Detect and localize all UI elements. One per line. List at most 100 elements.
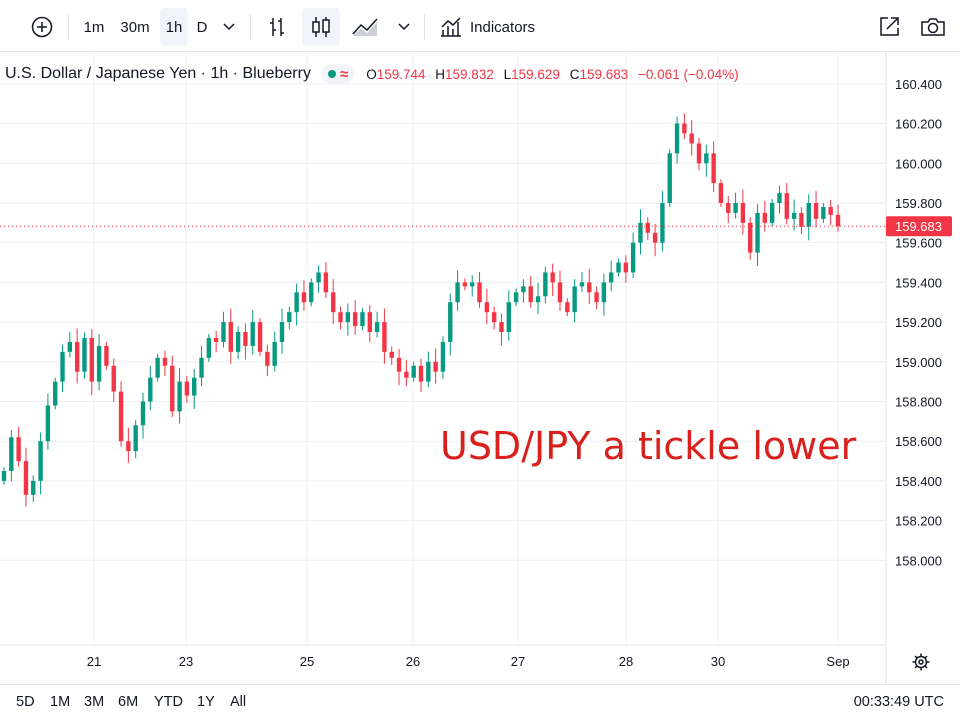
candle-body — [704, 153, 709, 164]
candle-body — [272, 341, 277, 366]
y-tick-label: 159.200 — [895, 315, 942, 330]
candle-body — [499, 322, 504, 333]
candle-body — [133, 425, 138, 452]
candle-body — [689, 133, 694, 144]
candle-body — [104, 345, 109, 366]
candle-body — [638, 222, 643, 243]
bottom-toolbar: 5D 1M 3M 6M YTD 1Y All 00:33:49 UTC — [0, 684, 960, 722]
candle-body — [199, 357, 204, 378]
y-tick-label: 158.000 — [895, 553, 942, 568]
range-1y-button[interactable]: 1Y — [197, 694, 215, 710]
close-label: C — [569, 66, 580, 82]
indicators-button[interactable]: Indicators — [470, 18, 536, 36]
x-axis[interactable]: 21 23 25 26 27 28 30 Sep — [0, 644, 886, 669]
candle-body — [835, 214, 841, 227]
candle-body — [279, 322, 285, 342]
candle-body — [528, 286, 533, 303]
candle-body — [31, 480, 36, 495]
chart-grid — [0, 52, 886, 645]
candle-body — [740, 202, 746, 223]
candle-body — [426, 361, 431, 382]
camera-icon[interactable] — [914, 8, 952, 46]
x-tick-label: 28 — [619, 654, 633, 669]
toolbar-divider — [250, 14, 251, 40]
range-3m-button[interactable]: 3M — [84, 694, 105, 710]
y-tick-label: 158.800 — [895, 394, 942, 409]
candle-body — [674, 123, 680, 154]
candle-body — [170, 365, 175, 412]
settings-gear-icon[interactable] — [912, 653, 930, 671]
y-axis[interactable]: 158.000 158.200 158.400 158.600 158.800 159.0… — [895, 77, 942, 568]
bar-type-icon[interactable] — [262, 8, 292, 46]
candle-body — [111, 365, 116, 392]
price-chart[interactable]: 158.000 158.200 158.400 158.600 158.800 159.0… — [0, 52, 960, 684]
x-tick-label: Sep — [826, 654, 849, 669]
interval-1m-button[interactable]: 1m — [83, 18, 105, 36]
symbol-legend: U.S. Dollar / Japanese Yen · 1h · Bluebe… — [0, 62, 745, 86]
candle-body — [82, 337, 87, 372]
candle-body — [477, 282, 482, 303]
range-1m-button[interactable]: 1M — [50, 694, 71, 710]
wave-icon: ≈ — [339, 65, 349, 83]
candle-body — [396, 357, 402, 372]
interval-1h-button[interactable]: 1h — [160, 8, 188, 46]
candle-body — [301, 292, 307, 303]
range-5d-button[interactable]: 5D — [16, 694, 35, 710]
candle-body — [448, 302, 453, 342]
candle-body — [206, 337, 212, 358]
symbol-title[interactable]: U.S. Dollar / Japanese Yen · 1h · Bluebe… — [5, 65, 311, 82]
candle-body — [265, 351, 270, 366]
interval-30m-button[interactable]: 30m — [120, 18, 150, 36]
candle-body — [235, 332, 241, 352]
candle-body — [9, 437, 14, 471]
candle-body — [594, 292, 599, 303]
low-label: L — [503, 66, 512, 82]
compare-icon[interactable] — [348, 8, 384, 46]
candle-body — [60, 351, 65, 382]
chevron-down-icon[interactable] — [394, 8, 414, 46]
candle-body — [294, 292, 299, 313]
candle-body — [587, 282, 592, 293]
interval-d-button[interactable]: D — [196, 18, 208, 36]
candle-body — [682, 123, 687, 134]
range-ytd-button[interactable]: YTD — [154, 694, 183, 710]
candle-body — [550, 272, 555, 283]
candle-body — [45, 405, 51, 442]
candle-body — [367, 312, 372, 333]
candle-body — [821, 206, 826, 219]
candle-body — [521, 286, 526, 293]
candle-body — [118, 391, 124, 442]
candle-body — [718, 183, 724, 203]
plus-circle-icon[interactable] — [24, 8, 60, 46]
candle-body — [609, 272, 614, 283]
candles-icon[interactable] — [302, 8, 340, 46]
candle-body — [748, 222, 753, 253]
candle-body — [696, 143, 702, 164]
utc-clock[interactable]: 00:33:49 UTC — [853, 694, 944, 710]
candle-body — [89, 337, 94, 382]
candle-body — [221, 322, 226, 342]
candle-body — [667, 153, 672, 203]
candle-body — [338, 312, 343, 323]
y-tick-label: 158.400 — [895, 474, 942, 489]
candle-body — [601, 282, 607, 303]
candle-body — [733, 202, 738, 213]
candle-body — [126, 441, 131, 452]
share-icon[interactable] — [872, 8, 906, 46]
x-tick-label: 21 — [87, 654, 101, 669]
x-tick-label: 26 — [406, 654, 420, 669]
candle-body — [140, 401, 146, 426]
indicators-icon[interactable] — [436, 8, 466, 46]
candle-body — [799, 212, 804, 227]
market-status-pill[interactable]: ≈ — [320, 64, 355, 84]
chevron-down-icon[interactable] — [218, 8, 240, 46]
candle-body — [813, 202, 819, 219]
range-all-button[interactable]: All — [230, 694, 247, 710]
candle-body — [513, 292, 519, 303]
range-6m-button[interactable]: 6M — [118, 694, 139, 710]
candle-body — [462, 282, 468, 287]
candles — [1, 113, 841, 507]
candle-body — [250, 322, 255, 346]
candle-body — [616, 262, 621, 273]
chart-annotation: USD/JPY a tickle lower — [440, 424, 857, 468]
